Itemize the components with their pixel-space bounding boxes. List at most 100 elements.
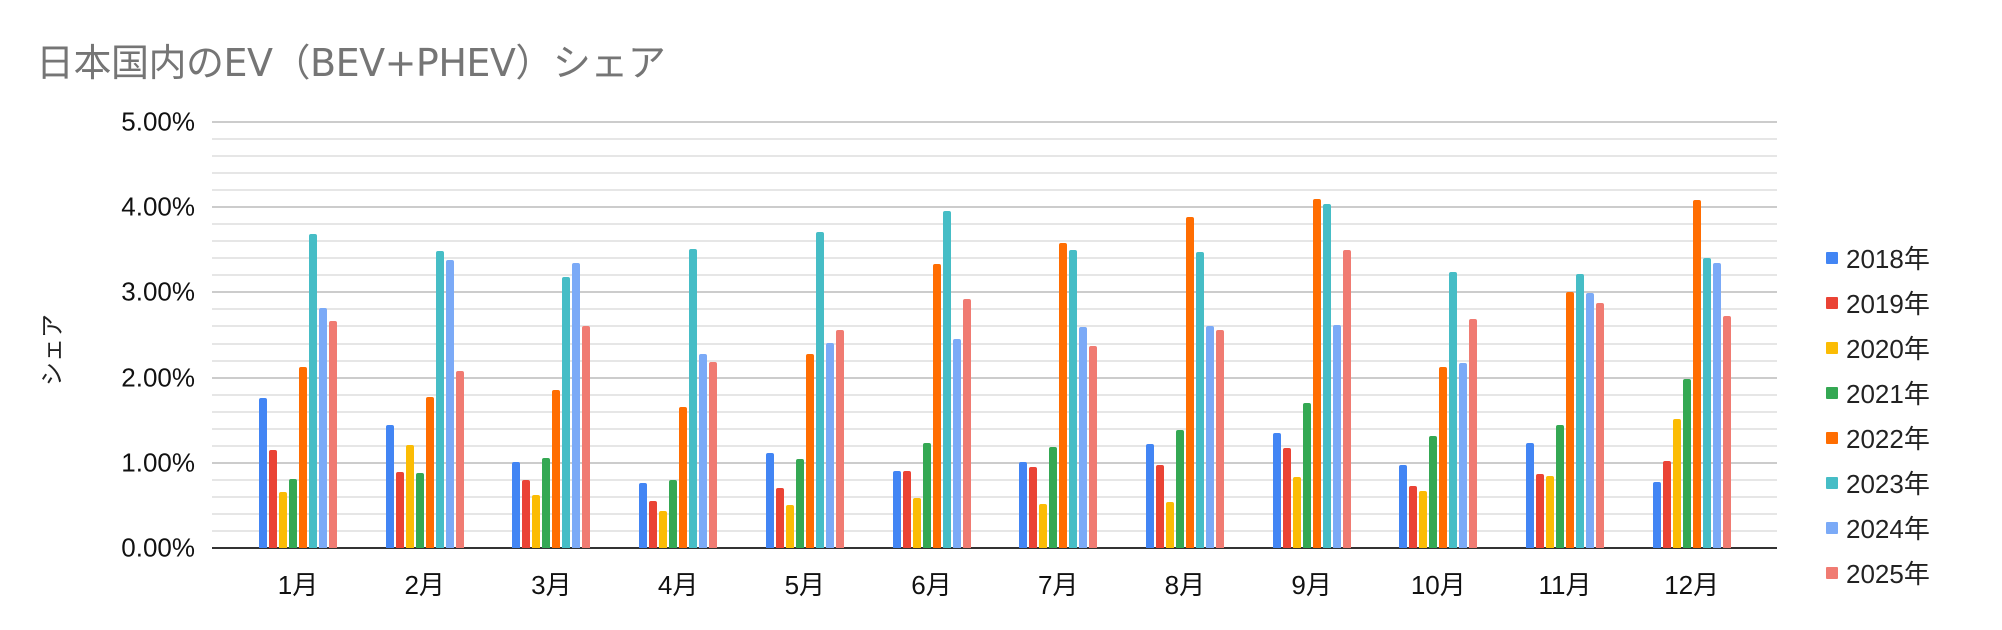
bar[interactable] xyxy=(405,444,414,548)
bar[interactable] xyxy=(319,307,327,548)
bar[interactable] xyxy=(1195,251,1204,548)
bar[interactable] xyxy=(805,353,814,548)
bar[interactable] xyxy=(1469,318,1478,548)
bar[interactable] xyxy=(922,443,931,548)
bar[interactable] xyxy=(785,505,794,548)
bar[interactable] xyxy=(582,325,591,548)
bar[interactable] xyxy=(775,487,784,548)
legend-item[interactable]: 2020年 xyxy=(1826,325,1930,370)
bar[interactable] xyxy=(1039,503,1048,548)
legend-item[interactable]: 2024年 xyxy=(1826,505,1930,550)
bar[interactable] xyxy=(1596,303,1604,548)
bar[interactable] xyxy=(269,450,277,548)
bar[interactable] xyxy=(512,461,521,548)
bar[interactable] xyxy=(1662,461,1671,548)
bar[interactable] xyxy=(932,264,941,548)
bar[interactable] xyxy=(1175,430,1184,548)
bar[interactable] xyxy=(522,479,531,548)
bar[interactable] xyxy=(952,339,961,548)
bar[interactable] xyxy=(1215,329,1224,548)
bar[interactable] xyxy=(795,458,804,548)
bar[interactable] xyxy=(689,248,698,548)
bar[interactable] xyxy=(1049,446,1058,548)
bar[interactable] xyxy=(259,398,267,548)
bar[interactable] xyxy=(1692,199,1701,548)
bar[interactable] xyxy=(309,234,317,548)
bar[interactable] xyxy=(1089,346,1098,548)
bar[interactable] xyxy=(962,299,971,548)
bar[interactable] xyxy=(1292,477,1301,548)
bar[interactable] xyxy=(1652,481,1661,548)
bar[interactable] xyxy=(572,263,581,548)
bar[interactable] xyxy=(552,390,561,548)
bar[interactable] xyxy=(1546,476,1554,548)
bar[interactable] xyxy=(1409,485,1418,548)
bar[interactable] xyxy=(669,479,678,548)
bar[interactable] xyxy=(279,491,287,548)
bar[interactable] xyxy=(1155,465,1164,548)
legend-item[interactable]: 2022年 xyxy=(1826,415,1930,460)
bar[interactable] xyxy=(1722,316,1731,548)
bar[interactable] xyxy=(1399,465,1408,548)
bar[interactable] xyxy=(1536,473,1544,548)
bar[interactable] xyxy=(455,370,464,548)
bar[interactable] xyxy=(1079,327,1088,548)
bar[interactable] xyxy=(815,231,824,548)
bar[interactable] xyxy=(299,366,307,548)
bar[interactable] xyxy=(1459,363,1468,548)
bar[interactable] xyxy=(1682,379,1691,548)
bar[interactable] xyxy=(1702,258,1711,548)
bar[interactable] xyxy=(679,407,688,548)
bar[interactable] xyxy=(709,362,718,548)
bar[interactable] xyxy=(1449,271,1458,548)
bar[interactable] xyxy=(1419,490,1428,548)
bar[interactable] xyxy=(912,497,921,548)
bar[interactable] xyxy=(1029,467,1038,548)
bar[interactable] xyxy=(765,452,774,548)
bar[interactable] xyxy=(902,471,911,548)
bar[interactable] xyxy=(1576,273,1584,548)
bar[interactable] xyxy=(415,473,424,548)
bar[interactable] xyxy=(699,353,708,548)
bar[interactable] xyxy=(1145,444,1154,548)
legend-item[interactable]: 2019年 xyxy=(1826,280,1930,325)
bar[interactable] xyxy=(1185,216,1194,548)
bar[interactable] xyxy=(1672,418,1681,548)
bar[interactable] xyxy=(835,329,844,548)
bar[interactable] xyxy=(1205,326,1214,548)
bar[interactable] xyxy=(532,495,541,548)
bar[interactable] xyxy=(562,277,571,548)
bar[interactable] xyxy=(329,321,337,548)
bar[interactable] xyxy=(1165,502,1174,548)
bar[interactable] xyxy=(1566,291,1574,548)
bar[interactable] xyxy=(1019,461,1028,548)
bar[interactable] xyxy=(825,342,834,548)
legend-item[interactable]: 2018年 xyxy=(1826,235,1930,280)
bar[interactable] xyxy=(892,471,901,548)
bar[interactable] xyxy=(1302,403,1311,548)
bar[interactable] xyxy=(1332,324,1341,548)
bar[interactable] xyxy=(289,479,297,548)
legend-item[interactable]: 2021年 xyxy=(1826,370,1930,415)
bar[interactable] xyxy=(1586,293,1594,548)
bar[interactable] xyxy=(425,397,434,548)
bar[interactable] xyxy=(445,260,454,548)
bar[interactable] xyxy=(1439,366,1448,548)
bar[interactable] xyxy=(395,472,404,548)
bar[interactable] xyxy=(435,250,444,548)
bar[interactable] xyxy=(1069,249,1078,548)
bar[interactable] xyxy=(649,501,658,548)
bar[interactable] xyxy=(385,425,394,548)
bar[interactable] xyxy=(1429,436,1438,548)
bar[interactable] xyxy=(1312,198,1321,548)
bar[interactable] xyxy=(1322,203,1331,548)
bar[interactable] xyxy=(1556,425,1564,548)
bar[interactable] xyxy=(659,511,668,548)
bar[interactable] xyxy=(1272,432,1281,548)
legend-item[interactable]: 2023年 xyxy=(1826,460,1930,505)
bar[interactable] xyxy=(1712,262,1721,548)
bar[interactable] xyxy=(542,457,551,548)
bar[interactable] xyxy=(639,483,648,548)
bar[interactable] xyxy=(942,211,951,548)
bar[interactable] xyxy=(1282,448,1291,548)
